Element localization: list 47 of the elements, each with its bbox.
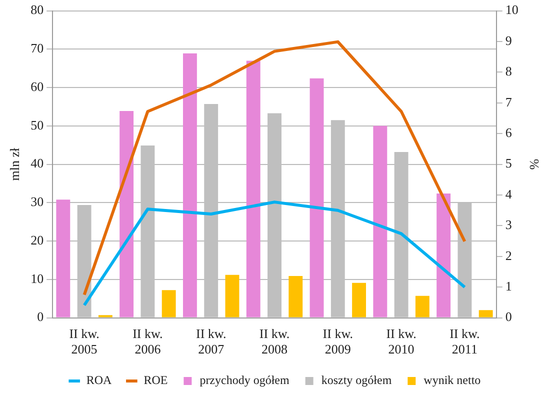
x-tick-label: II kw. 2010 (386, 326, 416, 357)
y2-axis-title: % (526, 158, 542, 170)
bar (310, 78, 324, 318)
bar (246, 60, 260, 318)
legend-label: koszty ogółem (321, 373, 392, 388)
bar (182, 53, 197, 318)
legend-label: przychody ogółem (200, 373, 290, 388)
x-tick-label: II kw. 2009 (322, 326, 353, 357)
y2-tick-label: 7 (505, 94, 512, 110)
legend-label: wynik netto (424, 373, 481, 388)
y-tick-label: 20 (30, 232, 44, 248)
y2-tick-label: 2 (505, 248, 512, 263)
y-tick-label: 0 (37, 309, 44, 324)
x-tick-label: II kw. 2005 (69, 326, 100, 357)
x-tick-label: II kw. 2007 (196, 326, 226, 357)
bar (415, 296, 430, 318)
y-tick-label: 30 (30, 194, 44, 210)
x-tick-label: II kw. 2011 (450, 326, 480, 357)
bar (225, 274, 240, 318)
y-tick-label: 50 (30, 117, 44, 132)
bar (162, 290, 176, 318)
bar (478, 310, 493, 318)
y-tick-label: 40 (30, 156, 44, 171)
y2-tick-label: 10 (505, 2, 518, 18)
x-tick-label: II kw. 2006 (132, 326, 163, 357)
y2-tick-label: 0 (505, 309, 512, 324)
legend-label: ROA (86, 373, 112, 388)
bar (436, 193, 451, 318)
bar (288, 276, 303, 318)
y2-tick-label: 9 (505, 32, 512, 48)
y-tick-label: 70 (30, 40, 44, 56)
y-axis-title: mln zł (7, 147, 22, 181)
y2-tick-label: 5 (505, 156, 512, 171)
bar (373, 126, 388, 318)
y2-tick-label: 1 (505, 278, 512, 294)
legend-label: ROE (144, 373, 168, 388)
bar (56, 200, 70, 318)
y2-tick-label: 4 (505, 186, 512, 202)
bar (120, 110, 134, 318)
y2-tick-label: 8 (505, 64, 512, 79)
y2-tick-label: 3 (505, 217, 512, 232)
y-tick-label: 10 (30, 270, 44, 286)
y-tick-label: 80 (30, 2, 44, 18)
y-tick-label: 60 (30, 78, 44, 94)
y2-tick-label: 6 (505, 125, 512, 140)
bar (352, 282, 366, 318)
x-tick-label: II kw. 2008 (259, 326, 290, 357)
